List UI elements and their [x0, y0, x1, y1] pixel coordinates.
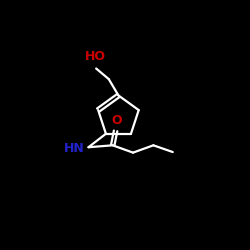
Text: O: O: [111, 114, 122, 127]
Text: HO: HO: [85, 50, 106, 63]
Text: HN: HN: [64, 142, 85, 155]
